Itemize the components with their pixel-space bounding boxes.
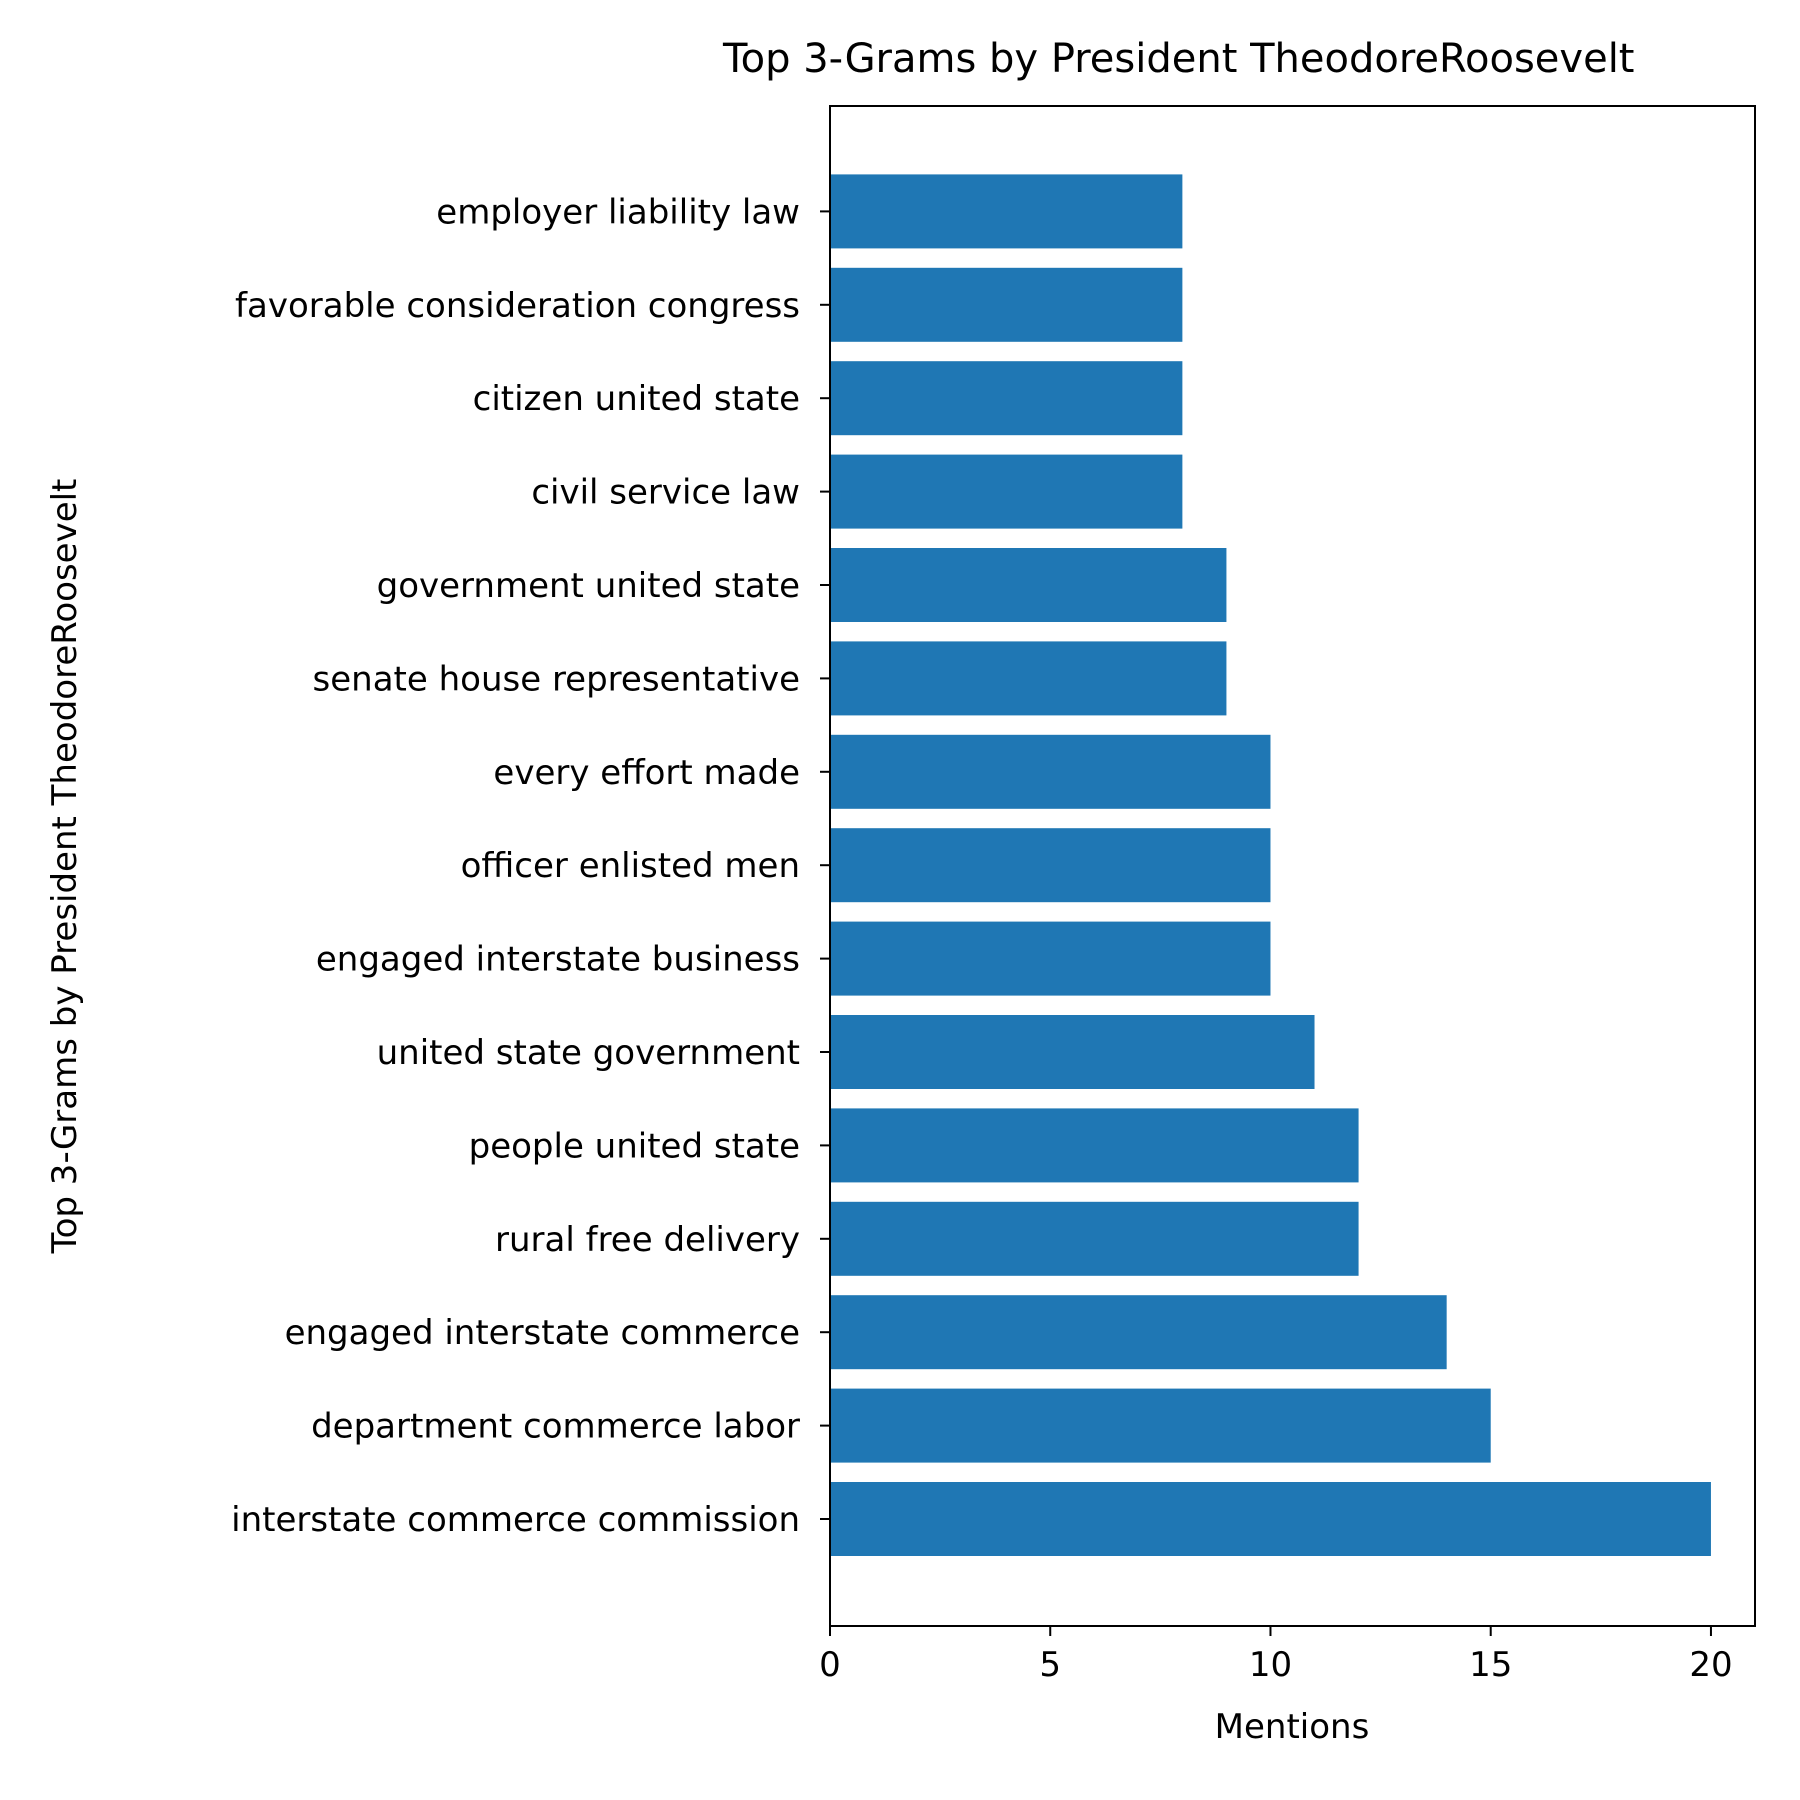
bar xyxy=(830,267,1183,342)
y-tick-label: people united state xyxy=(469,1126,800,1166)
x-tick-label: 15 xyxy=(1469,1645,1512,1685)
y-tick-label: senate house representative xyxy=(313,659,800,699)
y-tick-label: civil service law xyxy=(531,473,800,513)
y-tick-label: rural free delivery xyxy=(495,1220,800,1260)
y-tick-label: government united state xyxy=(377,566,800,606)
bar xyxy=(830,1201,1359,1276)
y-tick-label: interstate commerce commission xyxy=(231,1500,800,1540)
y-tick-label: department commerce labor xyxy=(311,1407,800,1447)
bar xyxy=(830,1295,1447,1370)
y-tick-label: citizen united state xyxy=(473,379,800,419)
bar xyxy=(830,734,1271,809)
x-tick-label: 0 xyxy=(819,1645,841,1685)
bar xyxy=(830,548,1227,622)
y-tick-label: officer enlisted men xyxy=(461,846,800,886)
x-axis-label: Mentions xyxy=(1215,1707,1370,1747)
x-tick-label: 5 xyxy=(1039,1645,1061,1685)
bars-layer xyxy=(830,174,1711,1556)
x-tick-label: 10 xyxy=(1249,1645,1292,1685)
x-ticks: 0 5 10 15 20 xyxy=(819,1626,1733,1685)
bar xyxy=(830,454,1183,529)
y-tick-label: engaged interstate commerce xyxy=(285,1313,800,1353)
y-tick-label: every effort made xyxy=(493,753,800,793)
plot-frame xyxy=(829,105,1756,1627)
bar xyxy=(830,361,1183,436)
bar xyxy=(830,921,1271,996)
chart-title: Top 3-Grams by President TheodoreRooseve… xyxy=(722,36,1634,82)
bar xyxy=(830,641,1227,716)
x-tick-label: 20 xyxy=(1689,1645,1732,1685)
y-tick-label: united state government xyxy=(377,1033,800,1073)
y-tick-label: employer liability law xyxy=(436,192,800,232)
bar xyxy=(830,1482,1711,1556)
bar xyxy=(830,1108,1359,1183)
y-axis-label: Top 3-Grams by President TheodoreRooseve… xyxy=(45,479,85,1255)
bar xyxy=(830,174,1183,249)
y-tick-label: engaged interstate business xyxy=(316,940,800,980)
bar xyxy=(830,828,1271,903)
bar xyxy=(830,1015,1315,1089)
y-ticks: interstate commerce commission department… xyxy=(231,192,830,1540)
bar xyxy=(830,1388,1491,1463)
y-tick-label: favorable consideration congress xyxy=(235,286,800,326)
